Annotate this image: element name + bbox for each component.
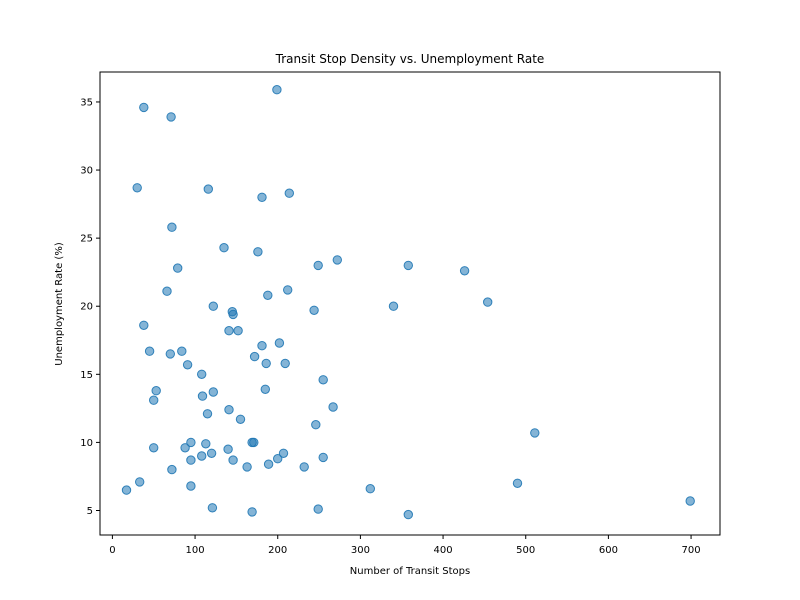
points-layer — [121, 85, 695, 520]
y-tick-label: 35 — [80, 97, 93, 108]
data-point — [228, 309, 238, 320]
data-point — [309, 305, 319, 315]
data-point — [139, 102, 149, 113]
plot-area-frame — [99, 71, 721, 536]
data-point — [144, 346, 155, 356]
data-point — [459, 266, 470, 276]
data-point — [197, 369, 207, 379]
y-tick-label: 20 — [80, 302, 93, 313]
data-point — [388, 301, 399, 311]
data-point — [261, 358, 271, 369]
data-point — [202, 409, 213, 419]
data-point — [223, 444, 233, 454]
data-point — [167, 222, 177, 232]
data-point — [182, 360, 193, 370]
data-point — [311, 420, 321, 430]
data-point — [328, 402, 338, 412]
data-point — [149, 395, 159, 405]
data-point — [260, 384, 270, 394]
data-point — [132, 183, 142, 193]
data-point — [483, 297, 493, 307]
data-point — [186, 481, 196, 491]
data-point — [149, 443, 159, 453]
data-point — [186, 455, 196, 465]
data-point — [278, 448, 289, 458]
data-point — [167, 464, 177, 475]
data-point — [233, 326, 243, 336]
data-point — [284, 188, 294, 198]
data-point — [135, 477, 145, 487]
data-point — [249, 351, 260, 362]
chart-title: Transit Stop Density vs. Unemployment Ra… — [275, 52, 545, 66]
data-point — [313, 504, 323, 514]
data-point — [257, 192, 267, 203]
data-point — [313, 260, 323, 271]
data-point — [318, 452, 328, 463]
data-point — [207, 503, 218, 513]
y-axis: 5 10 15 20 25 30 35 — [80, 97, 100, 517]
x-tick-label: 600 — [599, 545, 618, 556]
data-point — [151, 386, 161, 396]
x-tick-label: 200 — [268, 545, 287, 556]
data-point — [186, 437, 196, 448]
data-point — [299, 462, 309, 472]
data-point — [530, 428, 540, 438]
y-tick-label: 15 — [80, 370, 93, 381]
x-tick-label: 700 — [682, 545, 701, 556]
x-axis-label: Number of Transit Stops — [350, 566, 470, 577]
data-point — [180, 443, 190, 453]
data-point — [263, 290, 273, 300]
data-point — [253, 247, 263, 257]
x-tick-label: 100 — [186, 545, 205, 556]
data-point — [139, 320, 149, 330]
data-point — [263, 459, 274, 469]
data-point — [197, 391, 208, 401]
data-point — [203, 184, 214, 194]
data-point — [224, 405, 234, 415]
data-point — [403, 260, 413, 271]
data-point — [257, 341, 267, 351]
x-tick-label: 500 — [516, 545, 535, 556]
data-point — [173, 263, 183, 273]
x-tick-label: 0 — [109, 545, 115, 556]
y-tick-label: 25 — [80, 234, 93, 245]
data-point — [235, 414, 246, 424]
data-point — [224, 326, 234, 336]
data-point — [208, 387, 219, 397]
data-point — [247, 507, 257, 517]
data-point — [208, 301, 219, 311]
data-point — [403, 509, 413, 520]
y-tick-label: 30 — [80, 166, 93, 177]
data-point — [177, 346, 187, 356]
data-point — [165, 349, 176, 359]
data-point — [249, 437, 259, 448]
data-point — [228, 455, 238, 465]
data-point — [121, 485, 132, 495]
data-point — [512, 478, 523, 488]
data-point — [283, 285, 293, 295]
x-tick-label: 400 — [434, 545, 453, 556]
data-point — [197, 451, 207, 461]
data-point — [274, 338, 285, 348]
data-point — [162, 286, 172, 296]
data-point — [242, 462, 252, 472]
data-point — [365, 484, 375, 494]
data-point — [685, 496, 695, 506]
data-point — [273, 454, 283, 464]
data-point — [318, 375, 328, 385]
y-axis-label: Unemployment Rate (%) — [54, 242, 65, 366]
data-point — [280, 358, 290, 369]
data-point — [201, 439, 211, 449]
y-tick-label: 5 — [87, 506, 93, 517]
data-point — [219, 243, 229, 253]
y-tick-label: 10 — [80, 438, 93, 449]
data-point — [272, 85, 282, 95]
data-point — [206, 448, 217, 458]
data-point — [332, 255, 342, 265]
x-axis: 0 100 200 300 400 500 600 700 — [109, 535, 701, 556]
x-tick-label: 300 — [351, 545, 370, 556]
data-point — [166, 112, 176, 122]
